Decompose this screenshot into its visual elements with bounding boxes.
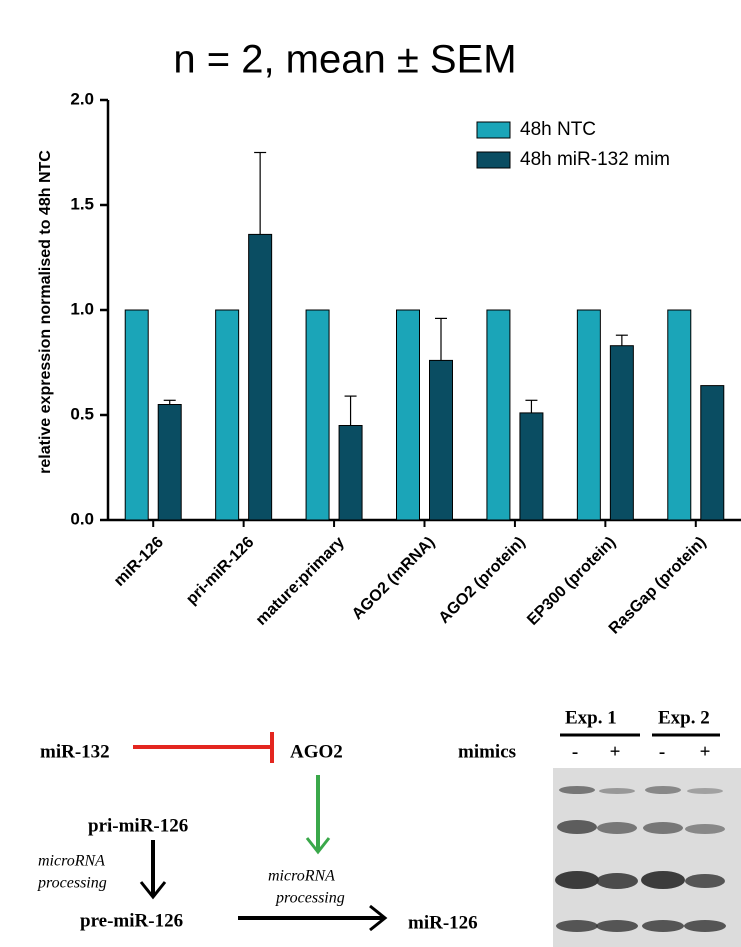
- y-axis-label: relative expression normalised to 48h NT…: [37, 150, 54, 474]
- legend-label: 48h NTC: [520, 119, 596, 140]
- bar: [249, 234, 272, 520]
- bar: [430, 360, 453, 520]
- experiment-label: Exp. 2: [658, 707, 710, 728]
- x-tick-label: pri-miR-126: [183, 534, 257, 608]
- figure: n = 2, mean ± SEM relative expression no…: [0, 0, 741, 947]
- y-tick-label: 0.0: [70, 509, 94, 528]
- y-tick-label: 1.0: [70, 299, 94, 318]
- experiment-label: Exp. 1: [565, 707, 617, 728]
- x-tick-label: AGO2 (protein): [436, 534, 529, 627]
- bar: [520, 413, 543, 520]
- legend-swatch: [477, 122, 510, 138]
- sign: +: [700, 741, 711, 762]
- y-tick-label: 2.0: [70, 89, 94, 108]
- bar: [125, 310, 148, 520]
- x-tick-label: EP300 (protein): [524, 534, 619, 629]
- x-tick-label: RasGap (protein): [606, 534, 710, 638]
- node-label: AGO2: [290, 741, 343, 762]
- y-tick-label: 1.5: [70, 194, 94, 213]
- process-label: microRNA: [268, 868, 335, 885]
- bar: [216, 310, 239, 520]
- sign: +: [610, 741, 621, 762]
- x-tick-label: miR-126: [111, 534, 167, 590]
- bar: [668, 310, 691, 520]
- legend-swatch: [477, 152, 510, 168]
- y-tick-label: 0.5: [70, 404, 94, 423]
- legend-label: 48h miR-132 mim: [520, 149, 670, 170]
- bar: [306, 310, 329, 520]
- sign: -: [572, 741, 578, 762]
- process-label: processing: [275, 890, 345, 907]
- chart-title: n = 2, mean ± SEM: [173, 38, 516, 82]
- bar: [158, 405, 181, 521]
- node-label: miR-126: [408, 912, 478, 933]
- bar: [339, 426, 362, 521]
- node-label: miR-132: [40, 741, 110, 762]
- process-label: processing: [37, 875, 107, 892]
- node-label: pre-miR-126: [80, 910, 183, 931]
- bar: [397, 310, 420, 520]
- sign: -: [659, 741, 665, 762]
- x-tick-label: AGO2 (mRNA): [349, 534, 438, 623]
- western-blot: Exp. 1 Exp. 2 mimics - + - +: [458, 707, 741, 947]
- row-label: mimics: [458, 741, 516, 762]
- diagram: miR-132 AGO2 pri-miR-126 microRNA proces…: [37, 732, 478, 933]
- bar: [487, 310, 510, 520]
- bar: [701, 386, 724, 520]
- bar: [577, 310, 600, 520]
- bar: [610, 346, 633, 520]
- process-label: microRNA: [38, 853, 105, 870]
- node-label: pri-miR-126: [88, 815, 188, 836]
- x-tick-label: mature:primary: [253, 534, 348, 629]
